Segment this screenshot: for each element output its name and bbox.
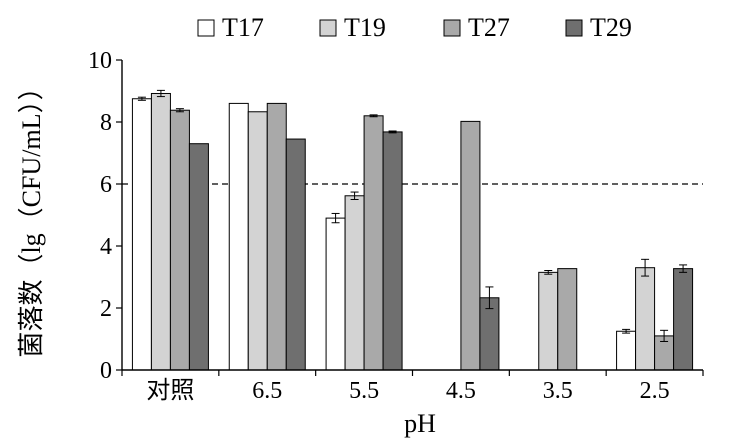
bar-t19 [635, 267, 656, 371]
y-tick-label: 4 [100, 234, 112, 260]
y-tick-label: 8 [100, 110, 112, 136]
bar-t27 [266, 102, 287, 371]
y-tick-label: 0 [100, 358, 112, 384]
bar-t29 [673, 268, 694, 371]
x-tick-label: 5.5 [349, 378, 379, 404]
bar-t19 [344, 195, 365, 371]
legend-label-t29: T29 [590, 13, 632, 42]
x-tick-label: 2.5 [640, 378, 670, 404]
bar-t29 [285, 138, 306, 371]
legend-swatch-t27 [443, 19, 461, 37]
legend: T17 T19 T27 T29 [197, 13, 632, 42]
bar-t19 [150, 92, 171, 371]
legend-swatch-t29 [565, 19, 583, 37]
bar-t19 [247, 111, 268, 371]
legend-label-t27: T27 [468, 13, 510, 42]
y-tick-label: 10 [88, 48, 112, 74]
bar-t27 [363, 115, 384, 371]
x-tick-label: 6.5 [252, 378, 282, 404]
bar-t17 [228, 102, 249, 371]
x-tick-label: 4.5 [446, 378, 476, 404]
bar-t29 [382, 131, 403, 371]
legend-label-t17: T17 [222, 13, 264, 42]
y-tick-label: 6 [100, 172, 112, 198]
bar-t17 [325, 217, 346, 371]
bar-t29 [188, 143, 209, 371]
y-axis-title: 菌落数（lg（CFU/mL）） [17, 74, 46, 357]
x-tick-label: 3.5 [543, 378, 573, 404]
bar-t19 [538, 271, 559, 371]
bars-layer [131, 89, 694, 371]
legend-swatch-t19 [319, 19, 337, 37]
bar-t27 [557, 268, 578, 371]
bar-t27 [460, 120, 481, 371]
legend-swatch-t17 [197, 19, 215, 37]
bar-t17 [616, 330, 637, 371]
x-axis-title: pH [404, 409, 436, 438]
y-tick-label: 2 [100, 296, 112, 322]
x-tick-label: 对照 [146, 377, 194, 404]
bar-t17 [131, 98, 152, 371]
axes: 0 2 4 6 8 10 对照 6.5 5.5 4.5 3.5 2.5 [88, 48, 704, 404]
bar-t27 [169, 109, 190, 371]
legend-label-t19: T19 [344, 13, 386, 42]
